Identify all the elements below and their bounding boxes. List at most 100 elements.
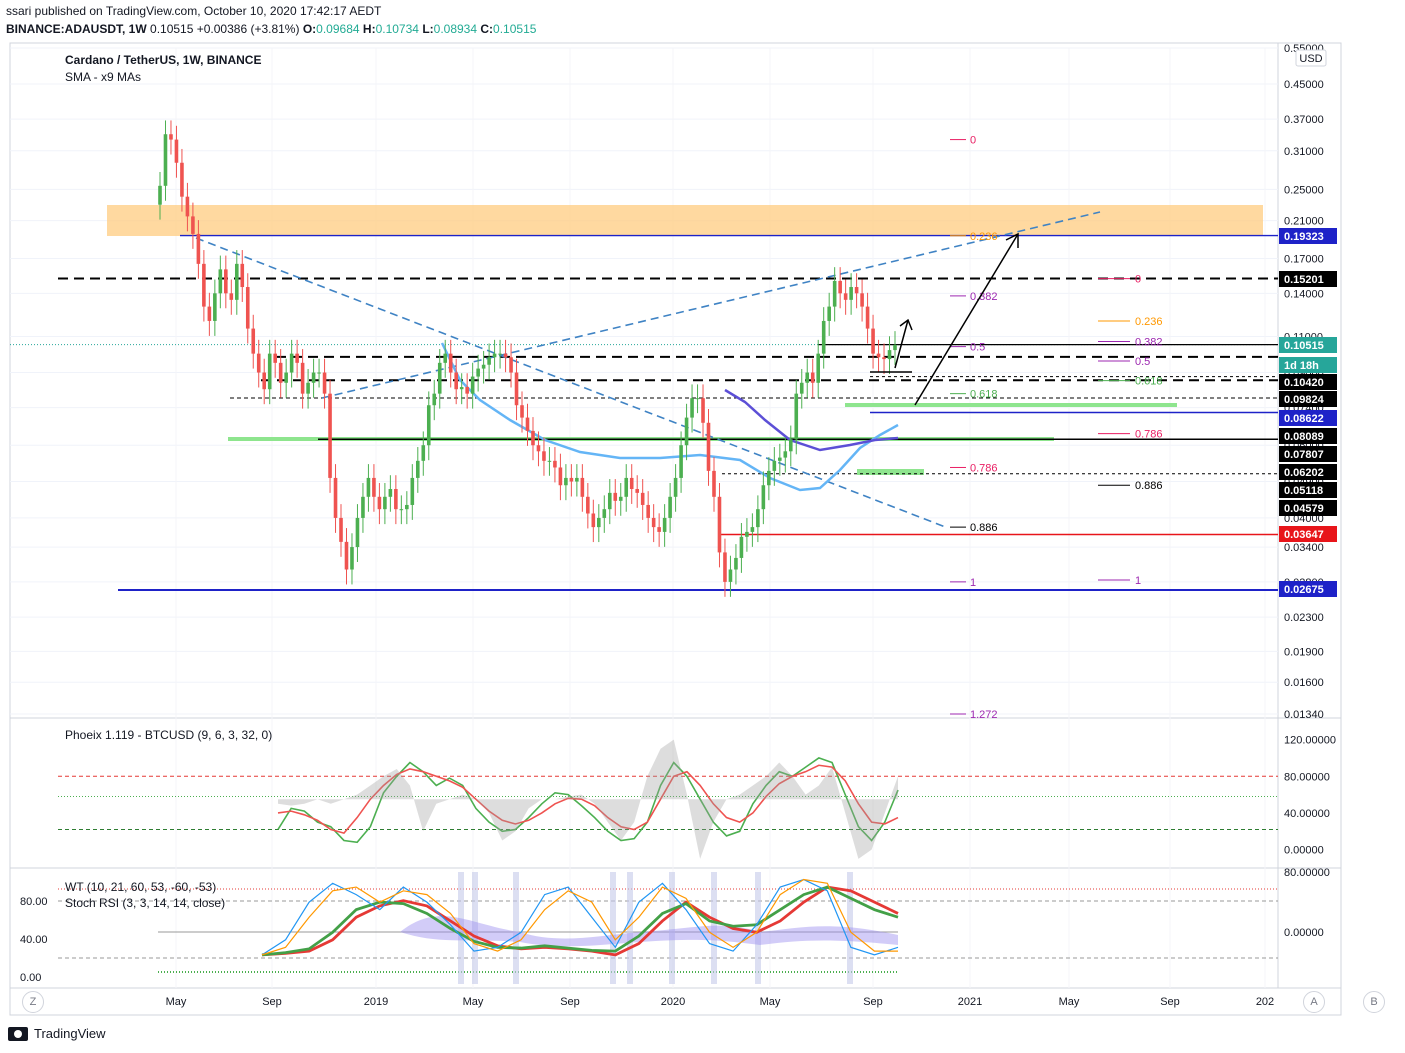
candle-body [750,527,755,532]
candle-body [169,134,173,140]
candle-body [679,445,683,478]
candle-body [646,504,650,518]
price-badge-label: 0.08089 [1284,431,1324,443]
candle-body [520,405,524,418]
candle-body [207,306,212,321]
candle-body [487,357,491,365]
candle-body [525,417,530,431]
usd-box[interactable]: USD [1295,49,1327,67]
candle-body [684,417,689,446]
auto-scale-button[interactable]: A [1303,991,1325,1013]
candle-body [712,470,716,497]
price-badge [1279,337,1337,353]
candle-body [662,517,667,532]
fib-label: 0.618 [970,389,998,401]
candle-body [783,451,788,458]
price-badge-label: 0.09824 [1284,394,1325,406]
candle-body [613,492,618,501]
candle-body [547,460,552,462]
candle-body [300,362,305,394]
price-badge [1279,500,1337,516]
candle-body [805,372,810,383]
time-tick-label: Sep [262,996,282,1008]
indicator-tick-label: 40.00 [20,934,48,946]
zoom-button[interactable]: Z [22,991,44,1013]
time-tick-label: May [1059,996,1080,1008]
candle-body [734,557,738,570]
candle-body [481,364,486,369]
candle-body [701,398,705,423]
candle-body [503,353,508,358]
candle-body [745,531,749,537]
candle-body [772,460,777,471]
candle-body [723,552,727,582]
price-tick-label: 0.03400 [1284,542,1324,554]
candle-body [388,489,393,497]
candle-body [311,372,316,383]
symbol[interactable]: BINANCE:ADAUSDT, 1W [6,22,147,36]
close-label: C: [480,22,494,36]
log-scale-button[interactable]: B [1363,991,1385,1013]
price-tick-label: 0.01900 [1284,646,1324,658]
time-tick-label: 2021 [958,996,982,1008]
tradingview-logo-icon [8,1026,28,1041]
price-badge-label: 0.04579 [1284,503,1324,515]
candle-body [191,216,195,234]
price-badge [1279,374,1337,390]
close-value: 0.10515 [493,22,537,36]
indicator-tick-label: 80.00000 [1284,867,1330,879]
price-badge [1279,581,1337,597]
candle-body [860,293,864,307]
candle-body [865,306,870,329]
indicator-tick-label: 0.00000 [1284,845,1324,857]
candle-body [339,517,343,542]
candle-body [695,398,700,400]
price-badge [1279,526,1337,542]
candle-body [465,387,469,394]
candle-body [322,372,327,394]
candle-body [756,509,760,528]
fib-label: 0 [1135,274,1141,286]
candle-body [185,196,190,217]
candle-body [564,477,568,486]
price-badge-label: 0.10420 [1284,377,1324,389]
candle-body [794,393,799,440]
price-tick-label: 0.17000 [1284,254,1324,266]
high-value: 0.10734 [375,22,419,36]
candle-body [651,517,656,528]
price-badge-label: 0.05118 [1284,485,1323,497]
candle-body [558,467,563,486]
candle-body [767,470,771,486]
candle-body [377,496,382,510]
candle-body [476,368,480,377]
candle-body [629,477,634,490]
candle-body [234,263,239,300]
indicator-series [261,885,899,957]
candle-body [394,489,398,510]
price-badge [1279,464,1337,480]
indicator-series [261,878,898,956]
arrow-head [1005,232,1019,248]
candle-body [372,477,376,497]
candle-body [289,353,294,373]
projection-arrow [914,233,1019,406]
candle-body [180,162,184,197]
candle-body [799,382,804,394]
fib-label: 0.5 [1135,356,1150,368]
fib-label: 1 [970,577,976,589]
candle-body [536,445,541,452]
candle-body [635,489,640,493]
wt-legend: WT (10, 21, 60, 53, -60, -53) [65,880,217,894]
tradingview-footer[interactable]: TradingView [8,1026,106,1041]
candle-body [580,477,585,497]
candle-body [459,387,464,390]
candle-body [328,393,332,478]
time-tick-label: Sep [1160,996,1180,1008]
fib-label: 0.382 [970,291,998,303]
publish-info: ssari published on TradingView.com, Octo… [6,4,382,18]
indicator-tick-label: 0.00 [20,972,41,984]
signal-band [610,872,616,984]
signal-band [472,872,478,984]
time-tick-label: 2020 [661,996,685,1008]
